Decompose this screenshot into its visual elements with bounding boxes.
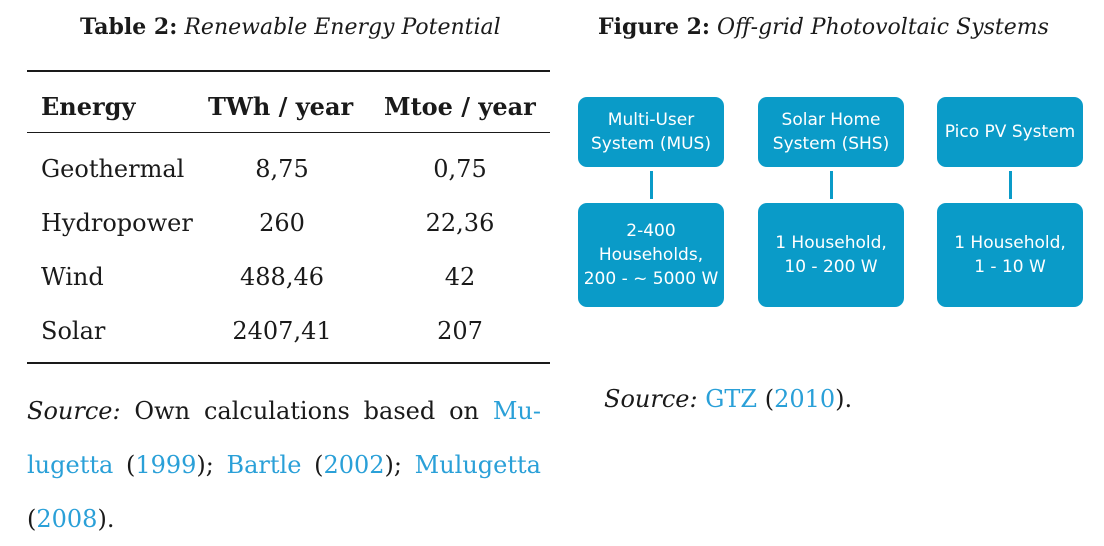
row-energy-cell: Solar (41, 317, 106, 345)
connector-line (1009, 171, 1012, 199)
figure-caption-number: Figure 2: (598, 14, 711, 40)
box-pico-pv-system: Pico PV System (937, 97, 1083, 167)
figure-caption-title: Off-grid Photovoltaic Systems (717, 15, 1049, 40)
row-mtoe-cell: 207 (437, 317, 483, 345)
row-energy-cell: Hydropower (41, 209, 193, 237)
table-caption-number: Table 2: (80, 14, 178, 40)
citation-year-1999[interactable]: 1999 (135, 451, 197, 479)
table-caption: Table 2: Renewable Energy Potential (80, 14, 501, 40)
table-top-rule (27, 70, 550, 72)
citation-link-mulugetta-2008[interactable]: Mulugetta (414, 451, 541, 479)
citation-year-2010[interactable]: 2010 (774, 385, 836, 413)
box-pico-capacity: 1 Household, 1 - 10 W (937, 203, 1083, 307)
box-solar-home-system: Solar Home System (SHS) (758, 97, 904, 167)
figure-source-label: Source: (604, 385, 698, 413)
row-energy-cell: Geothermal (41, 155, 185, 183)
citation-link-bartle[interactable]: Bartle (226, 451, 302, 479)
column-header-twh: TWh / year (208, 92, 354, 121)
citation-link-mulugetta-1999[interactable]: Mu- (492, 397, 541, 425)
box-shs-capacity: 1 Household, 10 - 200 W (758, 203, 904, 307)
row-twh-cell: 8,75 (255, 155, 309, 183)
figure-source-note: Source: GTZ (2010). (604, 385, 853, 413)
citation-link-gtz[interactable]: GTZ (705, 385, 758, 413)
row-mtoe-cell: 0,75 (433, 155, 487, 183)
row-mtoe-cell: 22,36 (425, 209, 495, 237)
citation-year-2008[interactable]: 2008 (36, 505, 98, 533)
column-header-energy: Energy (41, 92, 136, 121)
table-caption-title: Renewable Energy Potential (184, 15, 501, 40)
box-multi-user-system: Multi-User System (MUS) (578, 97, 724, 167)
table-source-note: Source: Own calculations based on Mu- lu… (27, 397, 541, 533)
connector-line (650, 171, 653, 199)
box-mus-capacity: 2-400 Households, 200 - ~ 5000 W (578, 203, 724, 307)
row-twh-cell: 260 (259, 209, 305, 237)
table-bottom-rule (27, 362, 550, 364)
row-twh-cell: 2407,41 (232, 317, 332, 345)
row-mtoe-cell: 42 (444, 263, 476, 291)
citation-link-mulugetta-1999-cont[interactable]: lugetta (27, 451, 114, 479)
source-text: Own calculations based on (134, 397, 479, 425)
citation-year-2002[interactable]: 2002 (323, 451, 385, 479)
figure-caption: Figure 2: Off-grid Photovoltaic Systems (598, 14, 1049, 40)
row-energy-cell: Wind (41, 263, 104, 291)
source-label: Source: (27, 397, 121, 425)
row-twh-cell: 488,46 (240, 263, 324, 291)
connector-line (830, 171, 833, 199)
column-header-mtoe: Mtoe / year (384, 92, 536, 121)
table-header-rule (27, 132, 550, 133)
